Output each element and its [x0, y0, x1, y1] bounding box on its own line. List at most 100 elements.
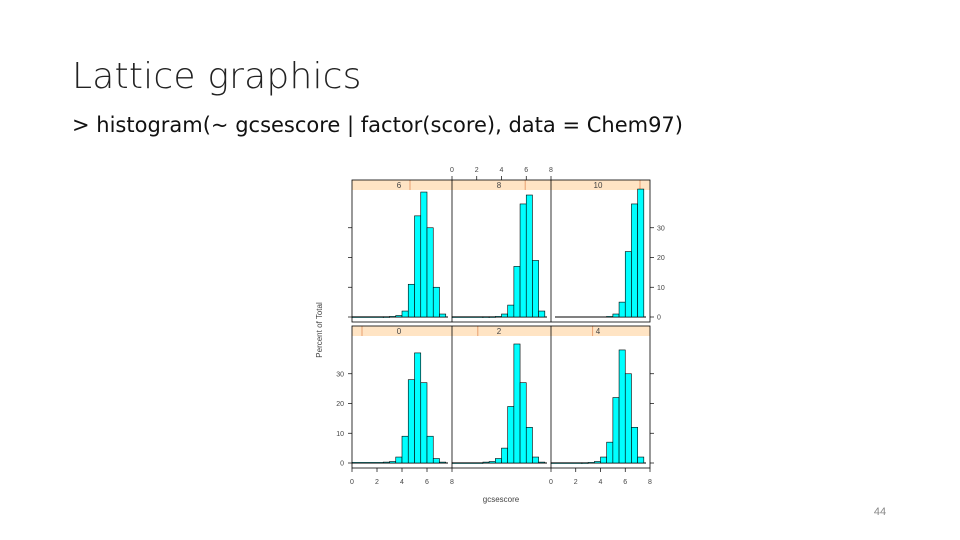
bar — [482, 316, 490, 318]
bar — [519, 203, 527, 318]
bar — [351, 316, 384, 318]
bar — [351, 462, 384, 464]
strip-0 — [352, 326, 452, 336]
strip-label: 2 — [497, 327, 502, 336]
x-tick-label: 4 — [500, 167, 504, 174]
bar — [538, 310, 546, 318]
x-tick-label: 2 — [574, 479, 578, 486]
bar — [532, 260, 539, 318]
strip-label: 0 — [397, 327, 402, 336]
bar — [538, 461, 546, 464]
strip-label: 6 — [397, 181, 402, 190]
bar — [532, 456, 539, 464]
y-tick-label: 0 — [657, 315, 661, 322]
bar — [631, 203, 638, 318]
bar — [389, 316, 397, 318]
bar — [525, 194, 533, 318]
bar — [495, 458, 502, 464]
x-tick-label: 8 — [648, 479, 652, 486]
y-tick-label: 30 — [657, 225, 665, 232]
bar — [618, 349, 626, 464]
bar — [414, 352, 422, 464]
bar — [507, 406, 515, 464]
bar — [637, 188, 645, 318]
bar — [451, 316, 484, 318]
bar — [401, 310, 409, 318]
bar — [439, 461, 447, 464]
bar — [513, 266, 521, 318]
slide-title: Lattice graphics — [72, 56, 362, 97]
y-axis-label: Percent of Total — [315, 302, 324, 358]
bar — [495, 316, 502, 318]
bar — [594, 461, 601, 464]
bar — [414, 215, 422, 318]
x-tick-label: 0 — [350, 479, 354, 486]
bar — [432, 286, 440, 318]
bar — [519, 382, 527, 464]
x-tick-label: 2 — [475, 167, 479, 174]
bar — [606, 441, 614, 464]
x-tick-label: 0 — [549, 479, 553, 486]
bar — [507, 304, 515, 318]
x-tick-label: 6 — [623, 479, 627, 486]
bar — [451, 462, 484, 464]
bar — [501, 447, 508, 464]
bar — [426, 435, 434, 464]
y-tick-label: 20 — [336, 401, 344, 408]
strip-8 — [452, 180, 551, 190]
bar — [612, 397, 620, 464]
bar — [631, 426, 638, 464]
strip-4 — [551, 326, 650, 336]
x-tick-label: 4 — [599, 479, 603, 486]
bar — [624, 251, 632, 318]
strip-6 — [352, 180, 452, 190]
bar — [624, 373, 632, 464]
bar — [395, 456, 403, 464]
x-tick-label: 4 — [400, 479, 404, 486]
panel-row-frame — [351, 325, 651, 469]
x-axis-label: gcsescore — [483, 495, 520, 504]
bar — [395, 315, 403, 318]
y-tick-label: 0 — [340, 461, 344, 468]
bar — [407, 379, 415, 464]
bar — [382, 316, 390, 318]
bar — [550, 462, 583, 464]
bar — [606, 316, 614, 318]
bar — [426, 227, 434, 318]
strip-2 — [452, 326, 551, 336]
bar — [637, 456, 645, 464]
x-tick-label: 6 — [524, 167, 528, 174]
bar — [525, 426, 533, 464]
strip-10 — [551, 180, 650, 190]
x-tick-label: 8 — [549, 167, 553, 174]
bar — [513, 343, 521, 464]
x-tick-label: 2 — [375, 479, 379, 486]
bar — [420, 382, 428, 464]
bar — [420, 191, 428, 318]
bar — [587, 462, 595, 464]
strip-label: 10 — [594, 181, 603, 190]
bar — [432, 458, 440, 464]
bar — [488, 461, 496, 464]
bar — [488, 316, 496, 318]
bar — [382, 461, 390, 464]
y-tick-label: 10 — [336, 431, 344, 438]
x-tick-label: 8 — [450, 479, 454, 486]
bar — [482, 461, 490, 464]
code-line: > histogram(~ gcsescore | factor(score),… — [72, 113, 683, 137]
bar — [439, 313, 447, 318]
bar — [600, 456, 607, 464]
slide-number: 44 — [873, 506, 887, 518]
strip-label: 4 — [596, 327, 601, 336]
bar — [612, 313, 620, 318]
bar — [618, 301, 626, 318]
y-tick-label: 10 — [657, 285, 665, 292]
bar — [389, 461, 397, 464]
x-tick-label: 0 — [450, 167, 454, 174]
bar — [401, 435, 409, 464]
y-tick-label: 20 — [657, 255, 665, 262]
y-tick-label: 30 — [336, 371, 344, 378]
panel-row-frame — [351, 179, 651, 323]
bar — [581, 462, 589, 464]
